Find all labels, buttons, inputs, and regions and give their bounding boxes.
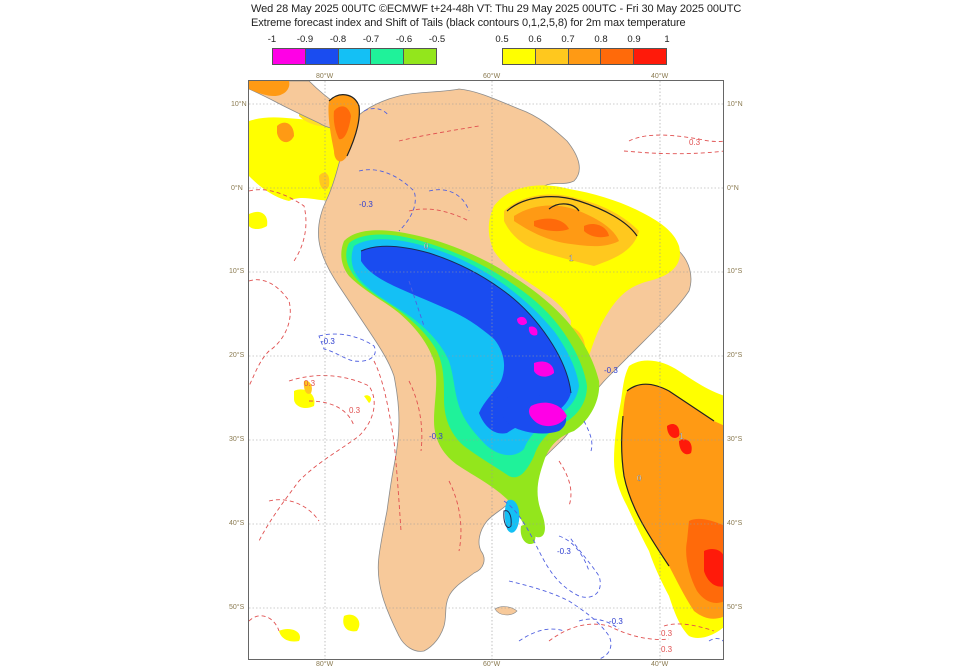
efi-warm-atlantic — [614, 360, 723, 638]
lon-label-top-80w: 80°W — [316, 73, 334, 80]
legend-swatch-cyan — [338, 49, 372, 64]
lon-label-top-40w: 40°W — [651, 73, 669, 80]
lon-label-bottom-40w: 40°W — [651, 661, 669, 668]
lat-label-left-0n: 0°N — [231, 185, 243, 192]
contour-label-0p3: 0.3 — [689, 138, 701, 147]
chart-title: Wed 28 May 2025 00UTC ©ECMWF t+24-48h VT… — [251, 2, 741, 30]
legend-tick: 0.9 — [627, 34, 641, 45]
sot-label-1: 1 — [569, 254, 574, 263]
sot-label-0: 0 — [424, 242, 429, 251]
legend-tick: -1 — [267, 34, 277, 45]
lon-label-top-60w: 60°W — [483, 73, 501, 80]
contour-label-neg0p3: -0.3 — [604, 366, 618, 375]
legend-swatch-lime — [404, 49, 436, 64]
legend-tick: 0.7 — [561, 34, 575, 45]
legend-tick: -0.5 — [428, 34, 446, 45]
legend-tick: -0.9 — [296, 34, 314, 45]
legend-swatch-orange — [568, 49, 602, 64]
legend-positive-bar — [502, 48, 667, 65]
contour-label-neg0p3: -0.3 — [609, 617, 623, 626]
lat-label-right-20s: 20°S — [727, 352, 743, 359]
lat-label-right-10s: 10°S — [727, 268, 743, 275]
lat-label-left-10s: 10°S — [229, 268, 245, 275]
legend-swatch-magenta — [273, 49, 306, 64]
contour-label-0p3: 0.3 — [661, 645, 673, 654]
lat-label-right-50s: 50°S — [727, 604, 743, 611]
legend-tick: 0.5 — [495, 34, 509, 45]
legend-swatch-green — [371, 49, 405, 64]
lon-label-bottom-60w: 60°W — [483, 661, 501, 668]
contour-labels: 0.3 0.3 0.3 0.3 0.3 -0.3 -0.3 -0.3 -0.3 … — [304, 138, 701, 654]
lat-label-right-30s: 30°S — [727, 436, 743, 443]
land-falklands — [494, 606, 518, 616]
map-canvas: 0.3 0.3 0.3 0.3 0.3 -0.3 -0.3 -0.3 -0.3 … — [249, 81, 723, 659]
lat-label-right-10n: 10°N — [727, 101, 743, 108]
sot-label-0: 0 — [637, 474, 642, 483]
legend-tick: -0.6 — [395, 34, 413, 45]
efi-cold-central — [341, 230, 600, 545]
lat-label-right-40s: 40°S — [727, 520, 743, 527]
title-line-2: Extreme forecast index and Shift of Tail… — [251, 17, 686, 29]
legend-tick: -0.7 — [362, 34, 380, 45]
sot-label-1: 1 — [679, 432, 684, 441]
legend-negative-bar — [272, 48, 437, 65]
lon-label-bottom-80w: 80°W — [316, 661, 334, 668]
contour-label-neg0p3: -0.3 — [321, 337, 335, 346]
legend-swatch-yellow — [503, 49, 536, 64]
legend-tick: -0.8 — [329, 34, 347, 45]
lat-label-left-10n: 10°N — [231, 101, 247, 108]
title-line-1: Wed 28 May 2025 00UTC ©ECMWF t+24-48h VT… — [251, 3, 742, 15]
lat-label-left-30s: 30°S — [229, 436, 245, 443]
efi-warm-andes — [249, 81, 360, 394]
legend-negative-ticks: -1 -0.9 -0.8 -0.7 -0.6 -0.5 — [268, 34, 445, 46]
map-frame[interactable]: 0.3 0.3 0.3 0.3 0.3 -0.3 -0.3 -0.3 -0.3 … — [248, 80, 724, 660]
legend-tick: 0.8 — [594, 34, 608, 45]
graticule — [249, 81, 723, 659]
legend-swatch-blue — [305, 49, 339, 64]
legend-swatch-gold — [535, 49, 569, 64]
legend-tick: 1 — [664, 34, 670, 45]
contour-positive-0p3 — [249, 125, 723, 642]
lat-label-left-40s: 40°S — [229, 520, 245, 527]
contour-negative-0p3 — [318, 108, 723, 659]
contour-label-0p3: 0.3 — [349, 406, 361, 415]
contour-label-neg0p3: -0.3 — [429, 432, 443, 441]
lat-label-right-0n: 0°N — [727, 185, 739, 192]
legend-swatch-dark-orange — [601, 49, 635, 64]
legend-positive: 0.5 0.6 0.7 0.8 0.9 1 — [495, 34, 670, 66]
legend-swatch-red — [634, 49, 666, 64]
contour-label-0p3: 0.3 — [304, 379, 316, 388]
lat-label-left-20s: 20°S — [229, 352, 245, 359]
lat-label-left-50s: 50°S — [229, 604, 245, 611]
legend-positive-ticks: 0.5 0.6 0.7 0.8 0.9 1 — [495, 34, 670, 46]
contour-label-neg0p3: -0.3 — [557, 547, 571, 556]
legend-tick: 0.6 — [528, 34, 542, 45]
contour-label-0p3: 0.3 — [661, 629, 673, 638]
contour-label-neg0p3: -0.3 — [359, 200, 373, 209]
legend-negative: -1 -0.9 -0.8 -0.7 -0.6 -0.5 — [268, 34, 445, 66]
